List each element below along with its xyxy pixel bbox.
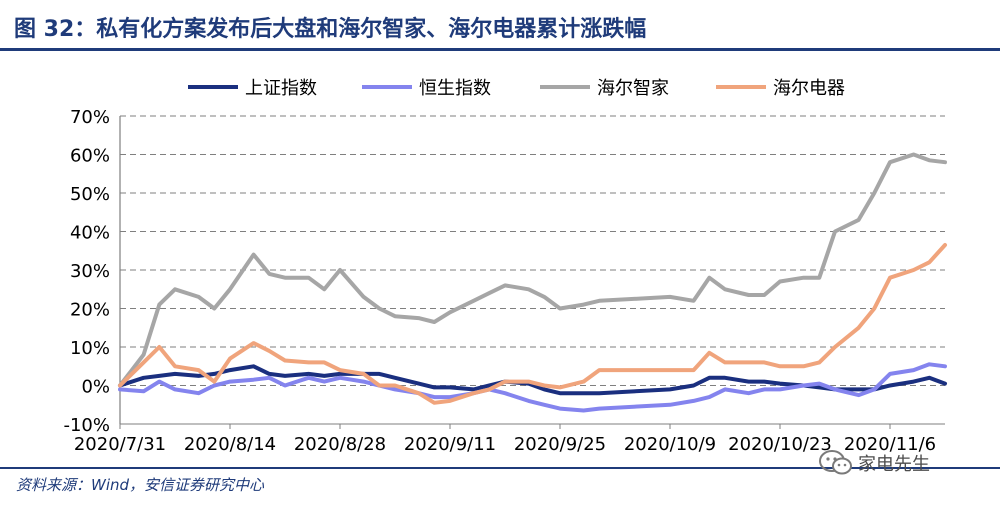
footer-divider [0, 467, 1000, 469]
source-note: 资料来源：Wind，安信证券研究中心 [16, 476, 265, 494]
chart-title: 图 32：私有化方案发布后大盘和海尔智家、海尔电器累计涨跌幅 [14, 17, 647, 42]
y-tick-label: 70% [70, 107, 110, 128]
line-chart: 上证指数 恒生指数 海尔智家 海尔电器 70% 60% 50% 40% 30% 20% 10% 0%… [63, 78, 947, 455]
x-axis: 2020/7/31 2020/8/14 2020/8/28 2020/9/11 2020… [74, 423, 945, 455]
series-line [118, 243, 947, 405]
y-tick-label: -10% [63, 415, 110, 436]
y-tick-label: 60% [70, 146, 110, 167]
x-tick-label: 2020/7/31 [74, 434, 166, 455]
y-axis: 70% 60% 50% 40% 30% 20% 10% 0% -10% [63, 107, 121, 436]
y-tick-label: 0% [81, 377, 110, 398]
legend-label: 海尔智家 [597, 78, 669, 99]
x-tick-label: 2020/8/28 [294, 434, 386, 455]
y-tick-label: 20% [70, 300, 110, 321]
x-tick-label: 2020/9/11 [404, 434, 496, 455]
title-divider [0, 48, 1000, 51]
wechat-icon [819, 450, 852, 475]
y-tick-label: 40% [70, 223, 110, 244]
figure-header: 图 32：私有化方案发布后大盘和海尔智家、海尔电器累计涨跌幅 [0, 0, 1000, 52]
x-tick-label: 2020/10/9 [624, 434, 716, 455]
x-tick-label: 2020/10/23 [728, 434, 832, 455]
y-tick-label: 10% [70, 338, 110, 359]
series-line [118, 152, 947, 388]
y-tick-label: 30% [70, 261, 110, 282]
series-line [118, 362, 947, 413]
x-tick-label: 2020/9/25 [514, 434, 606, 455]
y-tick-label: 50% [70, 184, 110, 205]
watermark-text: 家电先生 [858, 454, 930, 475]
series-lines [118, 152, 947, 413]
x-tick-label: 2020/11/6 [844, 434, 936, 455]
legend-label: 恒生指数 [419, 78, 491, 99]
legend-label: 海尔电器 [773, 78, 845, 99]
x-tick-label: 2020/8/14 [184, 434, 276, 455]
watermark: 家电先生 [818, 448, 930, 478]
legend-label: 上证指数 [245, 78, 317, 99]
chart-legend: 上证指数 恒生指数 海尔智家 海尔电器 [188, 78, 845, 99]
